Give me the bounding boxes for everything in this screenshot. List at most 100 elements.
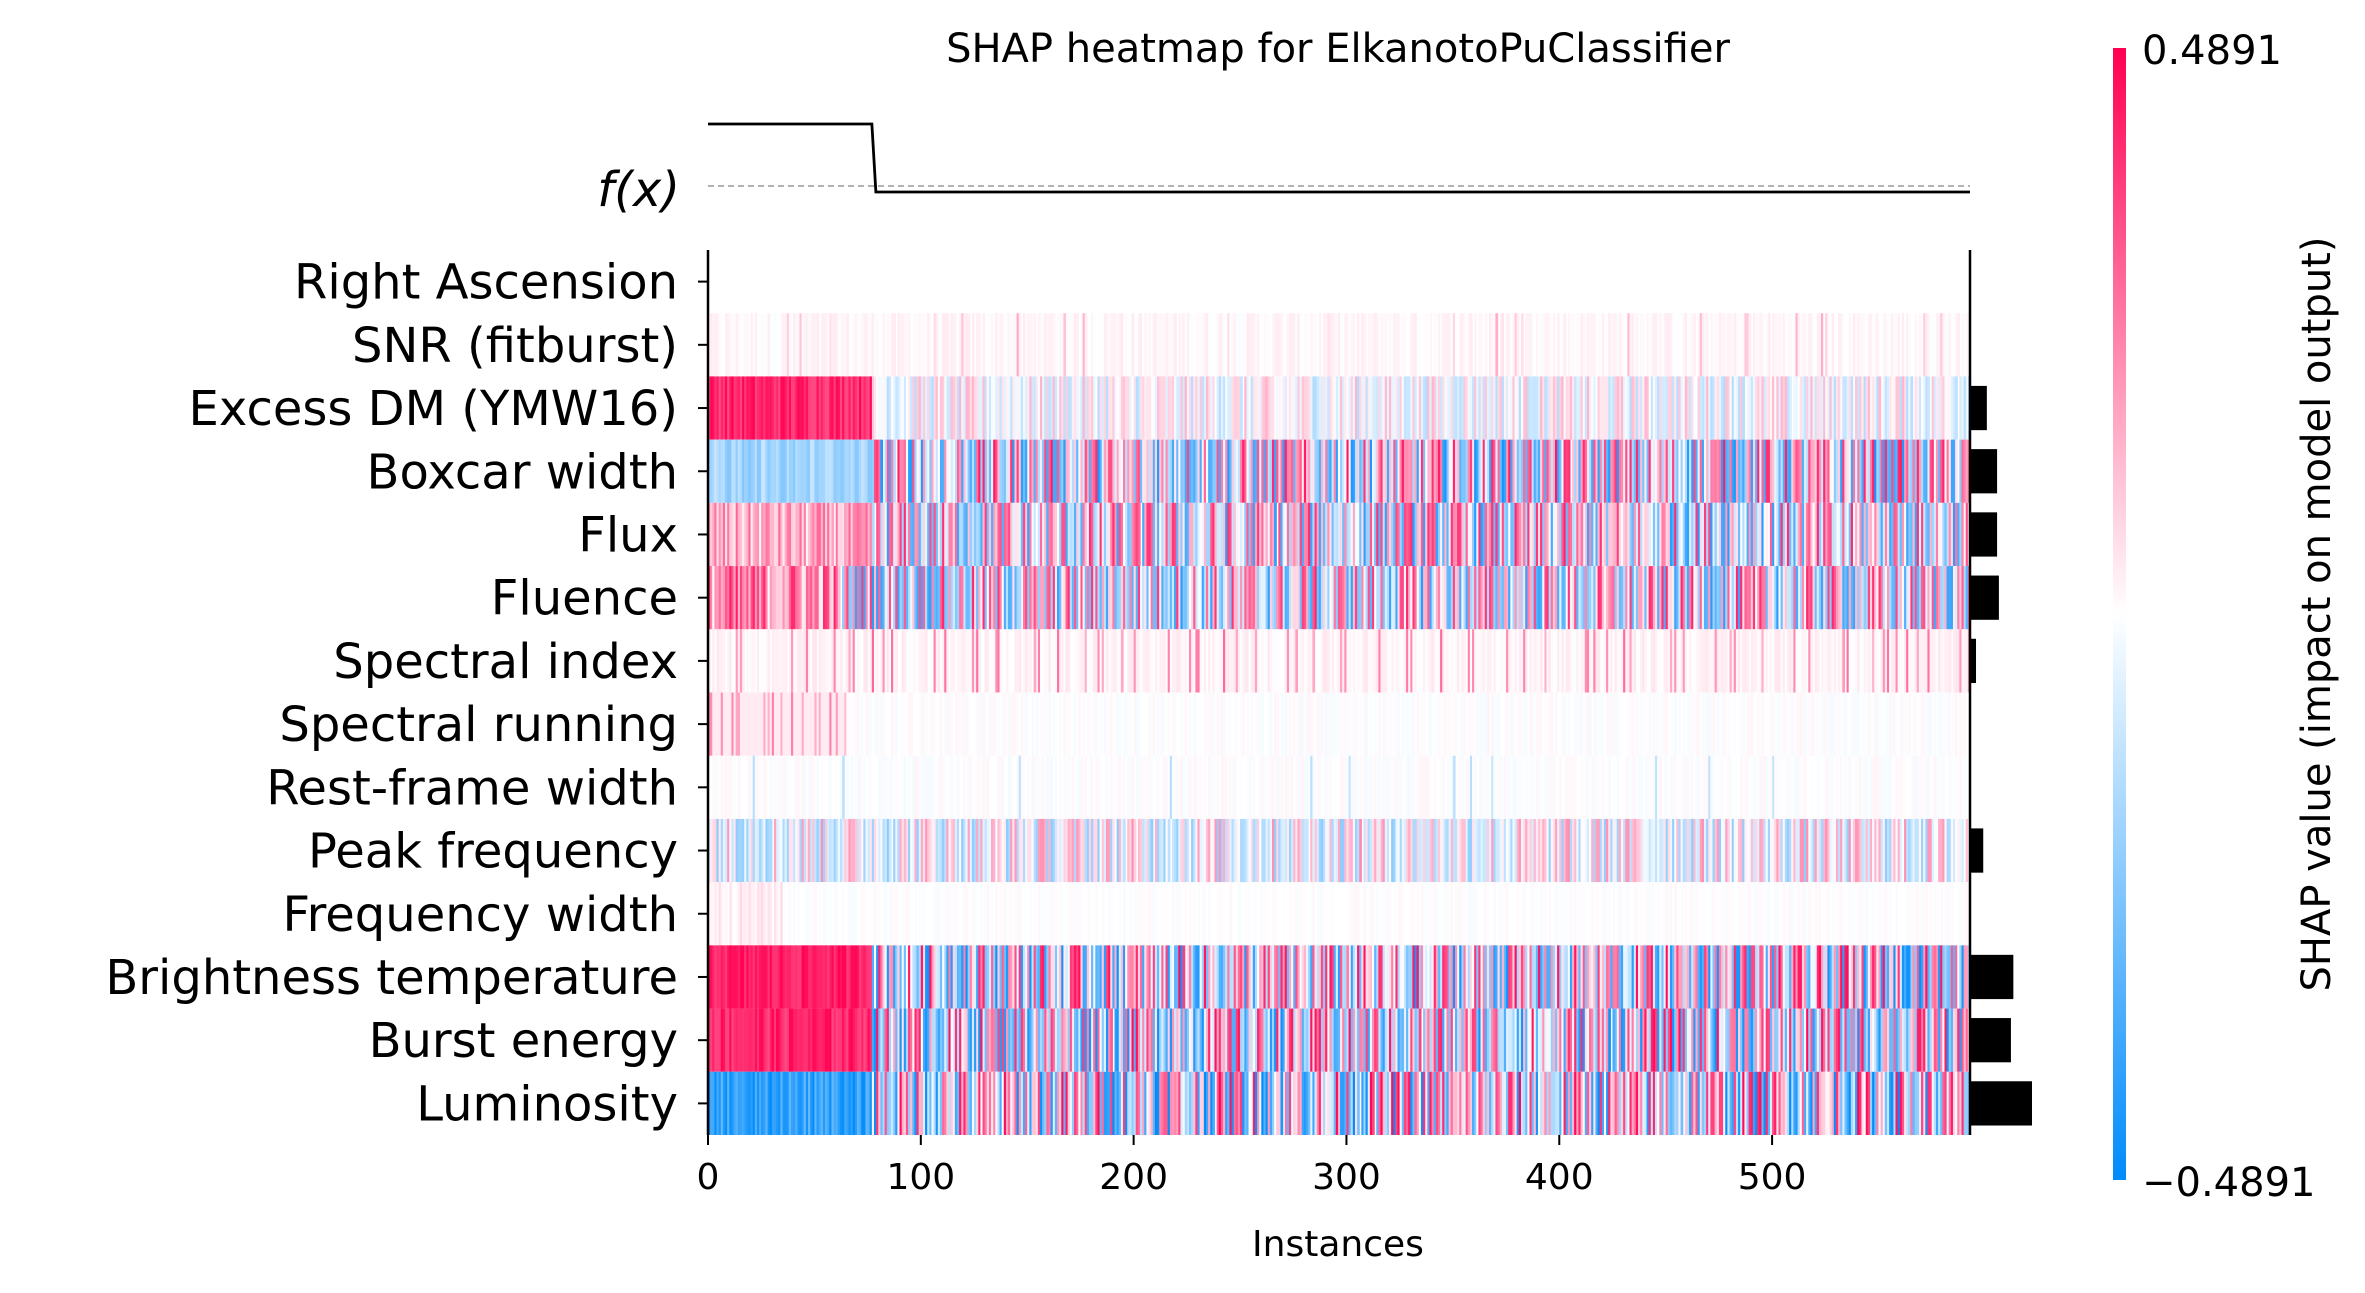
heat-cell (1672, 313, 1675, 376)
heat-cell (1470, 313, 1473, 376)
heat-cell (872, 756, 875, 819)
heat-cell (865, 629, 868, 692)
heat-cell (1964, 693, 1967, 756)
heat-cell (1730, 756, 1733, 819)
heat-cell (1168, 819, 1171, 882)
heat-cell (1830, 440, 1833, 503)
heat-cell (1406, 313, 1409, 376)
heat-cell (1151, 629, 1154, 692)
heat-cell (1810, 313, 1813, 376)
heat-cell (1085, 313, 1088, 376)
heat-cell (1498, 693, 1501, 756)
heat-cell (1466, 756, 1469, 819)
heat-cell (1274, 503, 1277, 566)
heat-cell (1915, 693, 1918, 756)
heat-cell (1817, 629, 1820, 692)
heat-cell (731, 629, 734, 692)
heat-cell (1163, 693, 1166, 756)
heat-cell (1151, 756, 1154, 819)
heat-cell (1517, 313, 1520, 376)
heat-cell (770, 313, 773, 376)
heat-cell (1176, 756, 1179, 819)
heat-cell (1742, 376, 1745, 439)
heat-cell (1112, 819, 1115, 882)
heat-cell (1581, 756, 1584, 819)
heat-cell (1795, 566, 1798, 629)
heat-cell (1659, 313, 1662, 376)
heat-cell (925, 629, 928, 692)
heat-cell (910, 693, 913, 756)
heat-cell (1029, 629, 1032, 692)
heat-cell (1429, 693, 1432, 756)
heat-cell (1355, 693, 1358, 756)
heat-cell (1723, 693, 1726, 756)
heat-cell (1927, 756, 1930, 819)
heat-cell (1315, 313, 1318, 376)
heat-cell (1034, 629, 1037, 692)
heat-cell (797, 882, 800, 945)
heat-cell (753, 629, 756, 692)
heat-cell (1242, 313, 1245, 376)
heat-cell (972, 313, 975, 376)
heat-cell (1804, 629, 1807, 692)
heat-cell (904, 629, 907, 692)
heat-cell (1474, 313, 1477, 376)
heat-cell (1870, 693, 1873, 756)
fx-label: f(x) (597, 162, 680, 218)
heat-cell (1053, 313, 1056, 376)
heat-cell (1789, 376, 1792, 439)
heat-cell (1481, 313, 1484, 376)
heat-cell (1474, 756, 1477, 819)
heat-cell (1598, 629, 1601, 692)
heat-cell (1312, 629, 1315, 692)
heat-cell (1761, 693, 1764, 756)
heat-cell (876, 313, 879, 376)
heat-cell (1055, 693, 1058, 756)
heat-cell (1000, 629, 1003, 692)
heat-cell (1419, 629, 1422, 692)
heat-cell (1242, 693, 1245, 756)
heat-cell (1332, 629, 1335, 692)
heat-cell (1121, 629, 1124, 692)
heat-cell (1429, 313, 1432, 376)
heat-cell (908, 313, 911, 376)
heat-cell (1276, 693, 1279, 756)
heat-cell (1521, 313, 1524, 376)
heat-cell (1229, 693, 1232, 756)
heat-cell (1055, 756, 1058, 819)
heat-cell (1306, 313, 1309, 376)
heat-cell (1698, 693, 1701, 756)
heat-cell (1455, 313, 1458, 376)
heat-cell (1810, 756, 1813, 819)
heat-cell (1138, 503, 1141, 566)
heat-cell (1461, 756, 1464, 819)
heat-cell (953, 629, 956, 692)
heat-cell (789, 882, 792, 945)
heat-cell (1878, 313, 1881, 376)
heat-cell (1551, 629, 1554, 692)
heat-cell (836, 756, 839, 819)
heat-cell (1398, 693, 1401, 756)
heat-cell (1455, 693, 1458, 756)
heat-cell (1561, 629, 1564, 692)
heat-cell (817, 313, 820, 376)
heat-cell (929, 313, 932, 376)
heat-cell (1755, 629, 1758, 692)
heat-cell (1464, 313, 1467, 376)
heat-cell (1036, 693, 1039, 756)
heat-cell (987, 756, 990, 819)
heat-cell (1149, 376, 1152, 439)
heat-cell (1619, 756, 1622, 819)
heat-cell (1908, 693, 1911, 756)
heat-cell (831, 503, 834, 566)
heat-cell (1106, 629, 1109, 692)
heat-cell (1747, 756, 1750, 819)
heat-cell (1766, 756, 1769, 819)
heat-cell (1727, 819, 1730, 882)
heat-cell (1636, 629, 1639, 692)
heat-cell (1359, 819, 1362, 882)
heat-cell (1031, 693, 1034, 756)
heat-cell (1236, 693, 1239, 756)
